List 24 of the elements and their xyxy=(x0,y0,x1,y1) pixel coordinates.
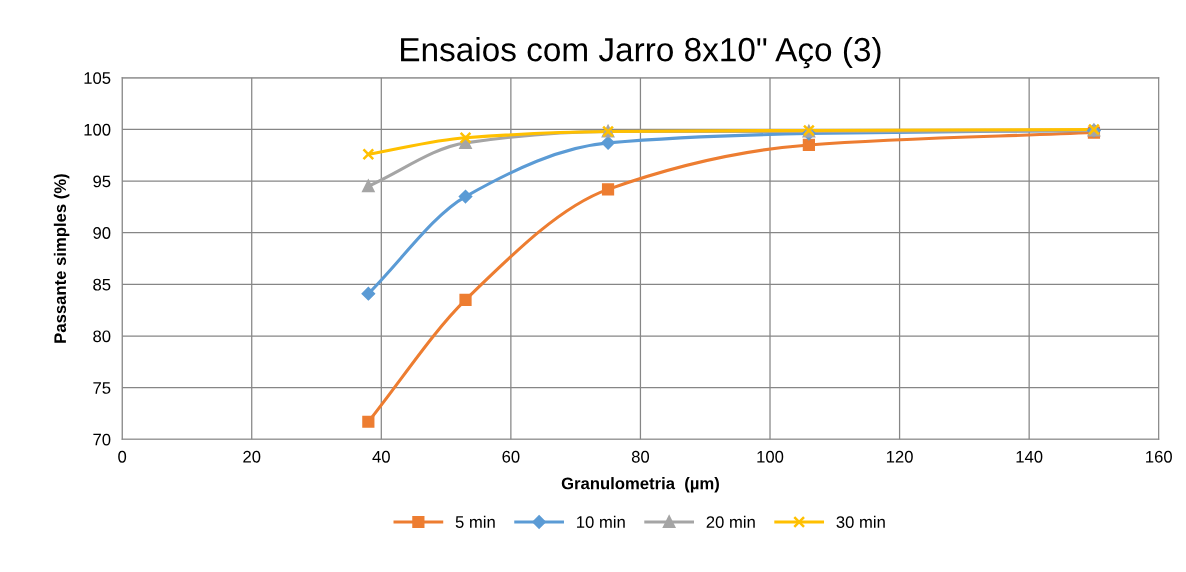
legend-label: 30 min xyxy=(836,515,885,528)
x-tick-label: 60 xyxy=(502,450,520,463)
legend-label: 20 min xyxy=(706,515,755,528)
y-tick-label: 90 xyxy=(93,227,111,239)
x-tick-label: 140 xyxy=(1016,450,1043,463)
legend-label: 10 min xyxy=(577,515,625,528)
x-tick-label: 0 xyxy=(118,450,127,463)
y-tick-label: 105 xyxy=(84,72,111,84)
x-tick-label: 40 xyxy=(372,450,390,463)
y-tick-label: 75 xyxy=(93,382,111,394)
chart-title: Ensaios com Jarro 8x10" Aço (3) xyxy=(401,36,881,69)
y-tick-label: 95 xyxy=(93,175,111,188)
x-axis-title: Granulometria (µm) xyxy=(561,477,719,493)
x-tick-label: 20 xyxy=(243,450,261,463)
x-tick-label: 80 xyxy=(631,450,650,463)
x-tick-label: 100 xyxy=(757,450,784,463)
x-tick-label: 160 xyxy=(1146,450,1172,463)
y-tick-label: 70 xyxy=(93,433,111,446)
y-tick-label: 85 xyxy=(93,278,111,291)
y-tick-label: 100 xyxy=(84,123,111,136)
y-axis-title: Passante simples (%) xyxy=(53,174,70,343)
legend-label: 5 min xyxy=(455,515,495,528)
y-tick-label: 80 xyxy=(93,330,111,343)
x-tick-label: 120 xyxy=(886,450,913,463)
